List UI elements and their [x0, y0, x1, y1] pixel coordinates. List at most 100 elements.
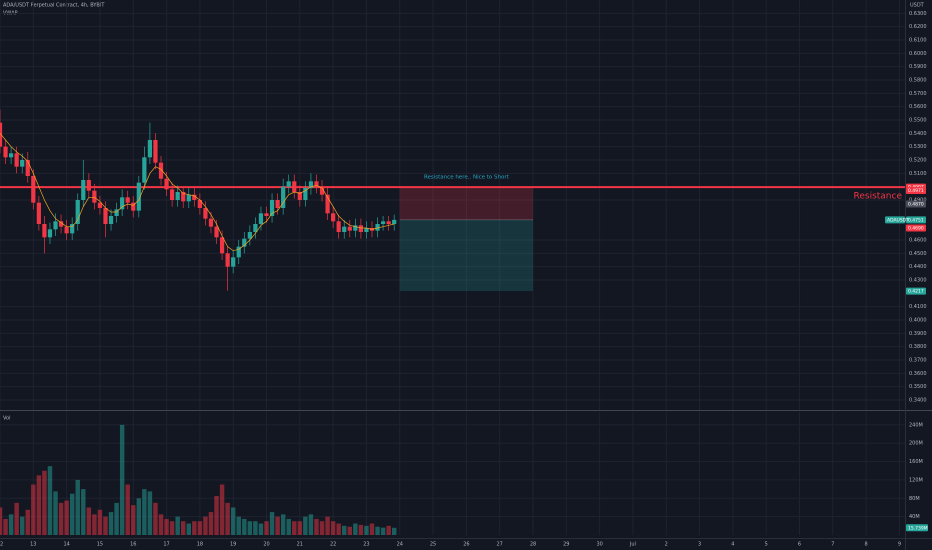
x-tick-label: 6: [798, 542, 801, 548]
candle-body: [269, 200, 275, 216]
candle-body: [70, 224, 75, 234]
volume-bar: [303, 516, 308, 535]
volume-bar: [314, 518, 319, 535]
currency-label: USDT: [910, 3, 925, 9]
y-tick-label: 0.4400: [909, 264, 927, 270]
volume-bar: [58, 502, 64, 535]
candle-body: [219, 237, 225, 254]
candle-body: [375, 224, 380, 231]
x-tick-label: 26: [463, 542, 469, 548]
volume-bar: [214, 495, 219, 535]
y-tick-label: 0.6100: [909, 38, 927, 44]
x-tick-label: 19: [230, 542, 236, 548]
candle-body: [336, 221, 341, 232]
volume-bar: [175, 516, 180, 535]
volume-bar: [297, 521, 303, 535]
candle-body: [58, 221, 64, 227]
volume-bar: [308, 514, 314, 535]
volume-bar: [64, 500, 69, 535]
axis-marker-label: 0.4217: [908, 289, 924, 295]
volume-bar: [203, 516, 208, 535]
candle-body: [325, 194, 330, 214]
resistance-label: Resistance: [854, 192, 903, 202]
volume-bar: [81, 489, 86, 535]
candle-body: [281, 186, 286, 208]
x-tick-label: 2: [665, 542, 668, 548]
volume-bar: [258, 523, 264, 535]
y-tick-label: 0.6300: [909, 11, 927, 17]
volume-bar: [391, 527, 397, 535]
volume-tag: [906, 524, 928, 532]
x-tick-label: 20: [263, 542, 269, 548]
volume-bar: [236, 516, 241, 535]
volume-bar: [42, 470, 47, 535]
volume-label: Vol: [3, 416, 10, 422]
y2-tick-label: 160M: [909, 459, 923, 465]
volume-bar: [136, 498, 142, 535]
volume-bar: [286, 518, 291, 535]
y-tick-label: 0.4300: [909, 278, 927, 284]
y-tick-label: 0.3600: [909, 371, 927, 377]
axis-marker-label: 0.4690: [908, 226, 924, 232]
volume-bar: [264, 521, 269, 535]
volume-bar: [369, 523, 375, 535]
volume-bar: [19, 516, 25, 535]
candle-body: [214, 226, 219, 238]
y-tick-label: 0.6200: [909, 24, 927, 30]
candle-body: [164, 178, 169, 190]
volume-bar: [69, 493, 75, 535]
y-tick-label: 0.6000: [909, 51, 927, 57]
volume-bar: [280, 514, 286, 535]
candle-body: [120, 197, 125, 210]
volume-bar: [114, 502, 119, 535]
candle-body: [186, 194, 191, 202]
axis-marker: [906, 287, 926, 295]
y-tick-label: 0.5500: [909, 118, 927, 124]
target-zone: [399, 219, 534, 292]
candle-body: [14, 153, 19, 167]
symbol-tag-label: ADAUSDT: [887, 217, 909, 223]
candle-body: [103, 208, 108, 224]
volume-bar: [25, 509, 30, 535]
candle-body: [297, 192, 302, 200]
x-tick-label: 15: [97, 542, 103, 548]
volume-bar: [169, 521, 175, 535]
candle-body: [203, 208, 208, 219]
x-tick-label: 14: [63, 542, 69, 548]
x-tick-label: 28: [530, 542, 536, 548]
y2-tick-label: 120M: [909, 477, 923, 483]
candle-body: [3, 146, 8, 158]
x-tick-label: 13: [30, 542, 36, 548]
volume-bar: [125, 484, 130, 535]
volume-bar: [358, 524, 364, 535]
y-tick-label: 0.5200: [909, 158, 927, 164]
candle-body: [81, 180, 86, 200]
candle-body: [142, 157, 147, 183]
candle-body: [131, 202, 136, 211]
volume-bar: [247, 521, 253, 535]
volume-bar: [380, 527, 386, 535]
candle-body: [380, 221, 386, 224]
x-tick-label: 17: [163, 542, 169, 548]
candle-body: [331, 213, 336, 222]
volume-bar: [119, 424, 125, 535]
vwap-line: [0, 133, 395, 252]
candle-body: [42, 224, 47, 238]
candle-body: [136, 182, 141, 211]
candle-body: [292, 181, 297, 192]
volume-bar: [14, 502, 19, 535]
candle-body: [275, 200, 280, 208]
candle-body: [364, 228, 369, 232]
volume-bar: [292, 521, 297, 535]
chart-title: ADA/USDT Perpetual Contract, 4h, BYBIT: [3, 3, 105, 9]
y-tick-label: 0.5700: [909, 91, 927, 97]
stop-zone: [399, 187, 534, 220]
candle-body: [314, 181, 319, 187]
volume-bar: [347, 526, 353, 535]
y-tick-label: 0.3400: [909, 398, 927, 404]
candle-body: [175, 192, 180, 200]
volume-bar: [92, 514, 97, 535]
volume-bar: [131, 505, 136, 535]
candle-body: [153, 140, 158, 163]
volume-bar: [8, 514, 14, 535]
